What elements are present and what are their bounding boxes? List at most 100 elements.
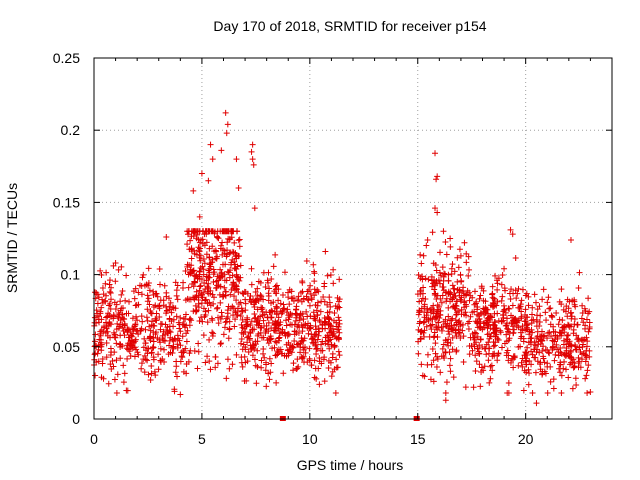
data-point-outlier	[177, 391, 184, 398]
data-point	[436, 280, 443, 287]
data-point	[193, 288, 200, 295]
data-point	[235, 289, 242, 296]
data-point	[203, 231, 210, 238]
x-tick-label: 20	[518, 431, 534, 447]
data-point	[183, 330, 190, 337]
data-point	[318, 341, 325, 348]
data-point	[157, 297, 164, 304]
y-tick-label: 0	[72, 411, 80, 427]
data-point	[429, 345, 436, 352]
data-point	[142, 340, 149, 347]
data-point	[470, 334, 477, 341]
data-point	[489, 302, 496, 309]
data-point	[292, 310, 299, 317]
data-point	[547, 321, 554, 328]
data-point	[190, 267, 197, 274]
data-point-outlier	[434, 209, 441, 216]
data-point	[171, 386, 178, 393]
data-point	[128, 342, 135, 349]
data-point	[193, 307, 200, 314]
x-tick-label: 15	[410, 431, 426, 447]
data-point	[233, 271, 240, 278]
data-point	[277, 346, 284, 353]
data-point	[282, 317, 289, 324]
data-point	[457, 272, 464, 279]
data-point	[486, 331, 493, 338]
data-point	[477, 310, 484, 317]
y-tick-label: 0.15	[53, 194, 80, 210]
data-point	[121, 322, 128, 329]
data-point	[321, 283, 328, 290]
data-point	[500, 308, 507, 315]
data-point	[434, 326, 441, 333]
data-point	[465, 325, 472, 332]
data-point	[557, 369, 564, 376]
data-point	[215, 314, 222, 321]
data-point	[193, 228, 200, 235]
data-point	[416, 308, 423, 315]
data-point	[194, 365, 201, 372]
data-point	[268, 275, 275, 282]
data-point	[254, 292, 261, 299]
data-point	[506, 305, 513, 312]
data-point	[569, 297, 576, 304]
data-point	[284, 306, 291, 313]
data-point	[438, 327, 445, 334]
data-point	[415, 350, 422, 357]
data-point	[451, 290, 458, 297]
data-point	[471, 329, 478, 336]
data-point	[557, 359, 564, 366]
data-point	[207, 302, 214, 309]
data-point	[457, 322, 464, 329]
data-point	[487, 375, 494, 382]
data-point	[483, 351, 490, 358]
data-point	[549, 344, 556, 351]
data-point	[174, 373, 181, 380]
data-point	[196, 318, 203, 325]
data-point	[222, 261, 229, 268]
data-point	[155, 366, 162, 373]
data-point	[494, 280, 501, 287]
data-point	[212, 364, 219, 371]
data-point	[214, 228, 221, 235]
data-point	[243, 377, 250, 384]
data-point	[207, 366, 214, 373]
data-point	[528, 335, 535, 342]
data-point	[188, 245, 195, 252]
data-point	[91, 314, 98, 321]
x-tick-label: 10	[302, 431, 318, 447]
data-point	[108, 284, 115, 291]
data-point	[452, 305, 459, 312]
data-point	[548, 312, 555, 319]
data-point	[514, 290, 521, 297]
data-point	[135, 331, 142, 338]
data-point	[206, 274, 213, 281]
data-point	[179, 333, 186, 340]
data-point	[222, 319, 229, 326]
data-point	[456, 246, 463, 253]
data-point	[185, 284, 192, 291]
data-point	[167, 299, 174, 306]
data-point	[266, 355, 273, 362]
data-point	[524, 314, 531, 321]
data-point	[117, 355, 124, 362]
data-point	[116, 311, 123, 318]
data-point	[533, 299, 540, 306]
data-point	[185, 271, 192, 278]
data-point	[124, 326, 131, 333]
data-point	[529, 311, 536, 318]
data-point	[218, 242, 225, 249]
data-point	[437, 312, 444, 319]
data-point	[122, 297, 129, 304]
data-point	[152, 302, 159, 309]
data-point	[489, 367, 496, 374]
data-point	[466, 266, 473, 273]
data-point	[217, 283, 224, 290]
data-point	[285, 339, 292, 346]
data-point	[512, 254, 519, 261]
data-point	[463, 291, 470, 298]
data-point-outlier	[222, 109, 229, 116]
data-point	[209, 329, 216, 336]
data-point	[148, 349, 155, 356]
data-point	[419, 273, 426, 280]
